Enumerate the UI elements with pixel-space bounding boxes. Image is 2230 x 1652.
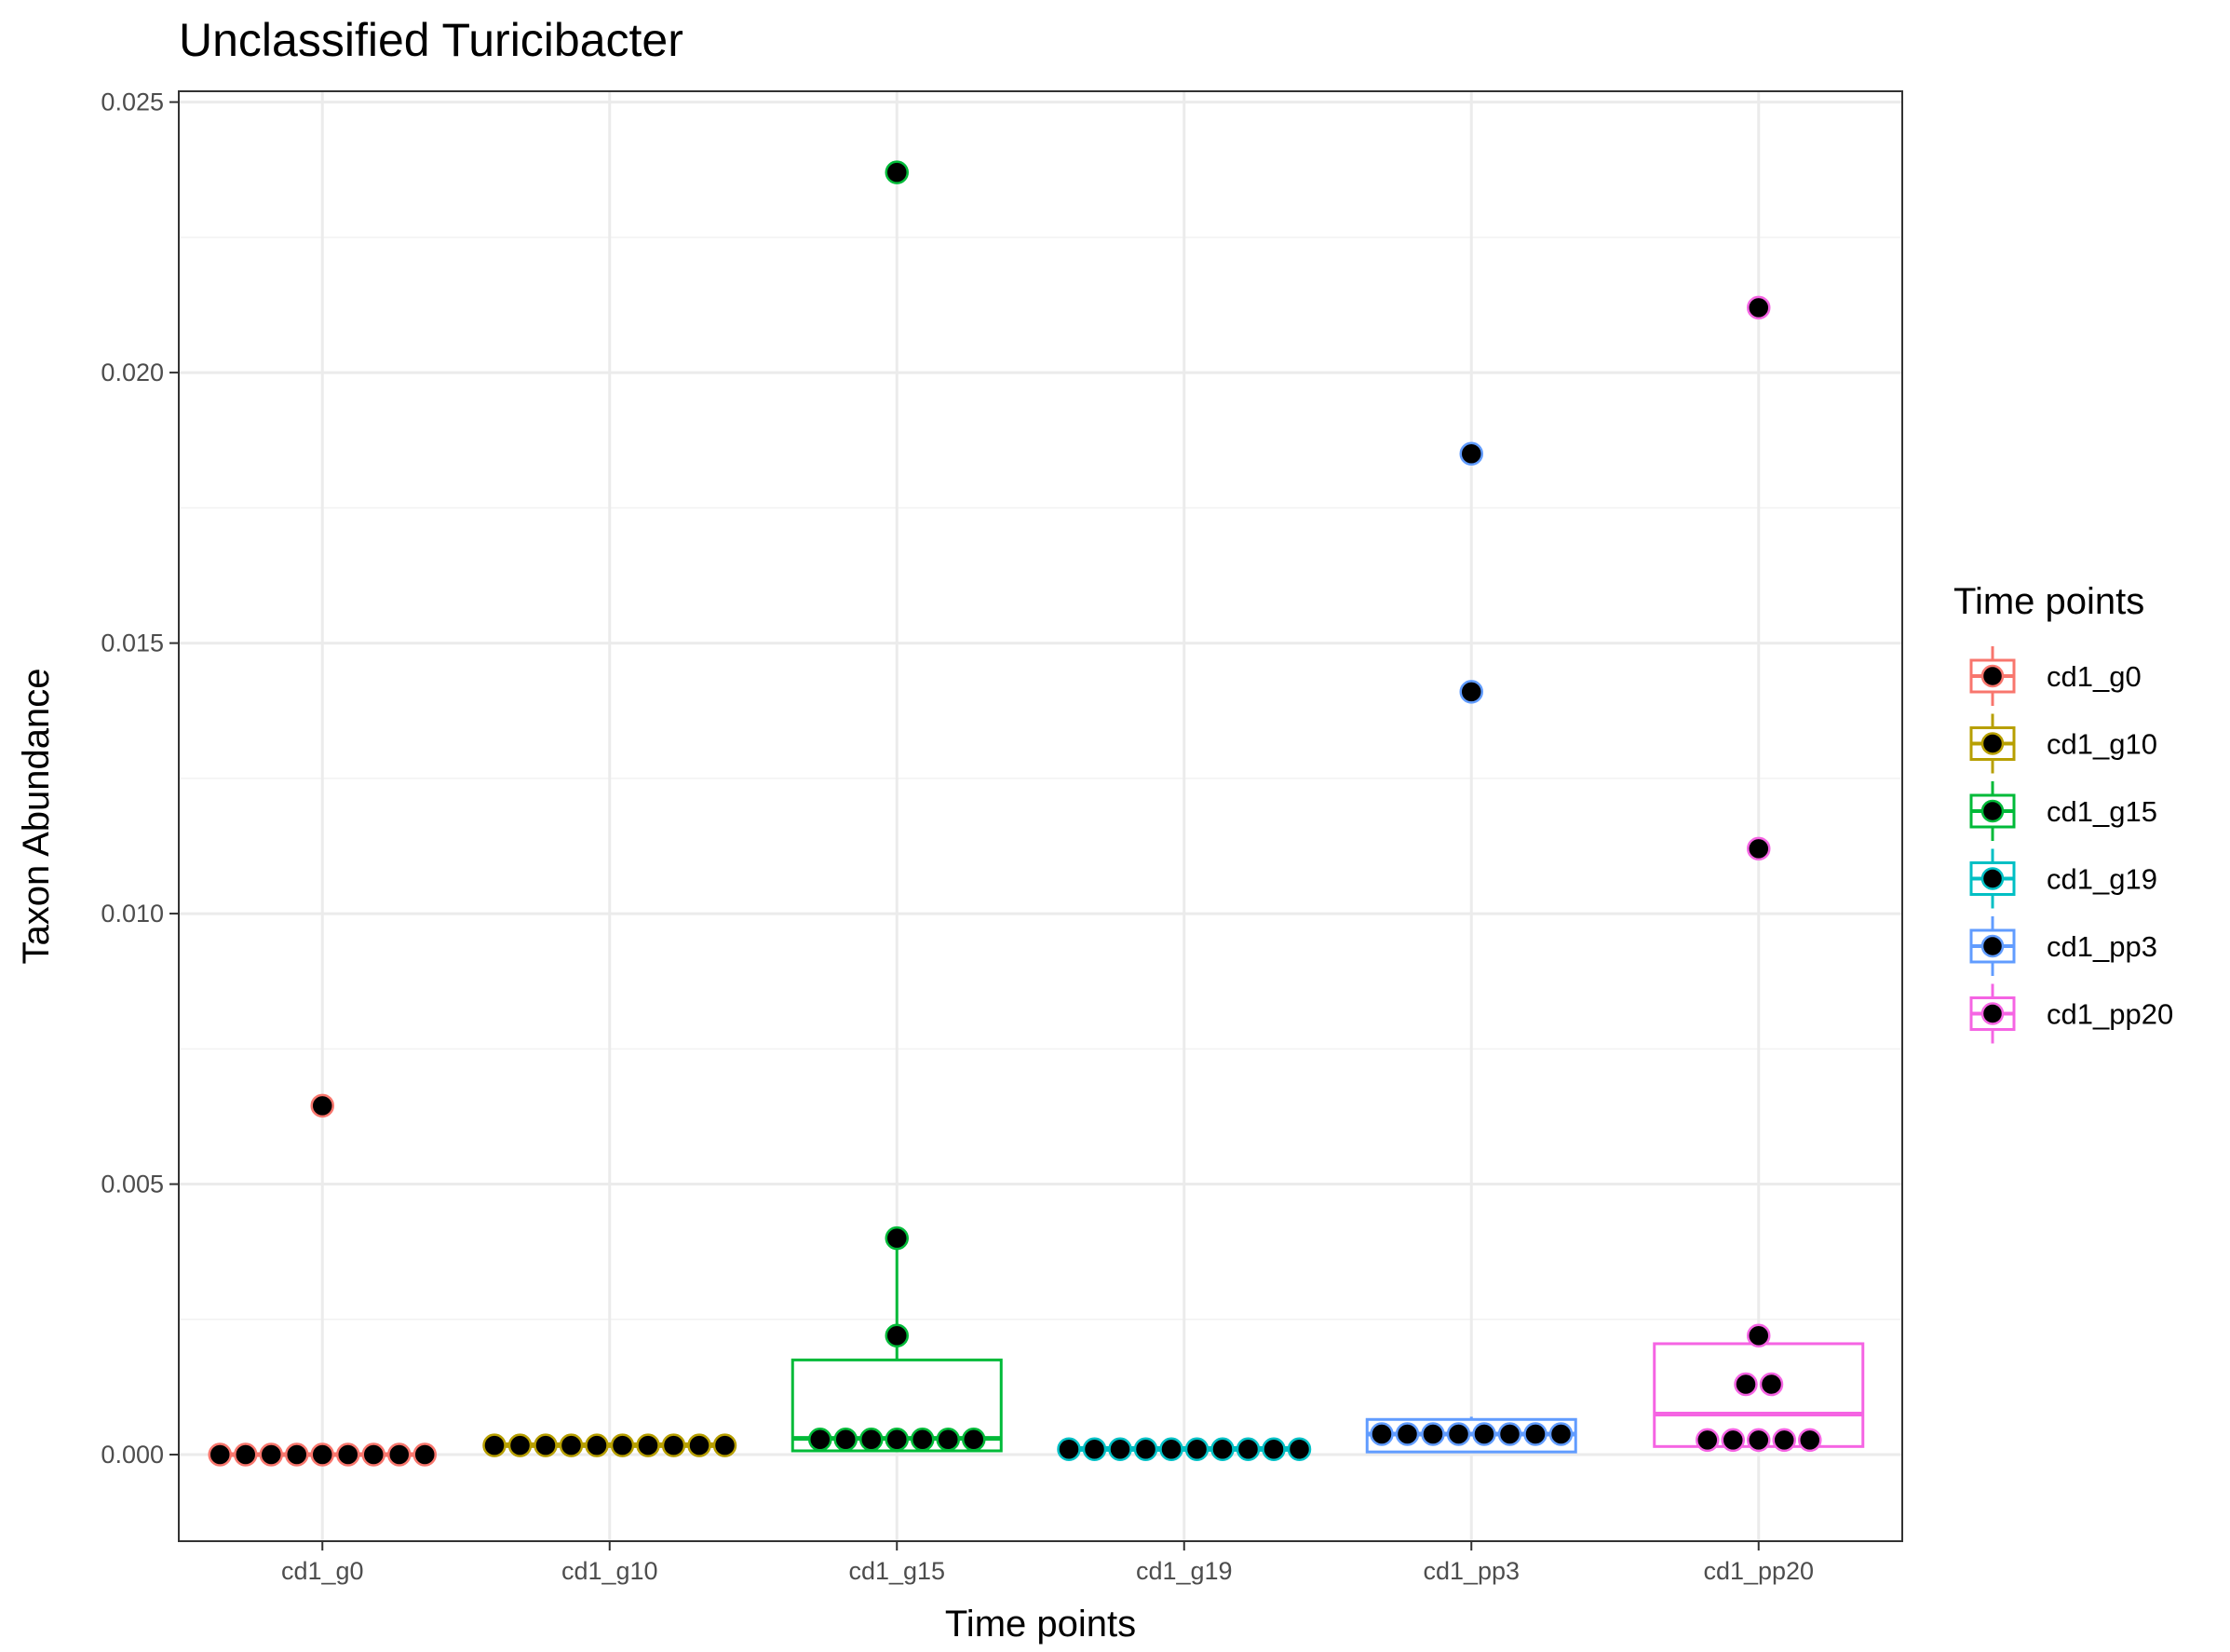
y-tick-label: 0.020 xyxy=(101,359,164,386)
data-point xyxy=(1772,1428,1796,1453)
data-point xyxy=(610,1433,635,1457)
data-point xyxy=(859,1428,884,1452)
legend-title: Time points xyxy=(1953,581,2144,622)
legend-label: cd1_g0 xyxy=(2047,660,2142,693)
outlier-point xyxy=(1747,295,1771,320)
data-point xyxy=(507,1433,533,1457)
panel-border xyxy=(178,90,1903,1542)
x-axis-title: Time points xyxy=(945,1604,1136,1645)
data-point xyxy=(361,1442,385,1467)
data-point xyxy=(559,1433,584,1457)
y-tick-label: 0.025 xyxy=(101,88,164,116)
legend-label: cd1_pp3 xyxy=(2047,930,2157,963)
data-point xyxy=(1734,1372,1758,1397)
data-point xyxy=(712,1433,737,1457)
chart-title: Unclassified Turicibacter xyxy=(179,14,683,66)
data-point xyxy=(1548,1422,1574,1446)
axes: 0.000 0.005 0.010 0.015 0.020 0.025 cd1_g0 cd1_… xyxy=(101,88,1814,1585)
data-point xyxy=(885,1428,909,1452)
legend-key-point xyxy=(1980,1002,2005,1025)
data-point xyxy=(636,1433,660,1457)
y-tick-label: 0.010 xyxy=(101,900,164,928)
y-tick-label: 0.015 xyxy=(101,630,164,657)
data-point xyxy=(1523,1422,1547,1446)
data-point xyxy=(285,1442,309,1467)
data-point xyxy=(336,1442,360,1467)
data-point xyxy=(1082,1437,1107,1461)
data-point xyxy=(1287,1437,1312,1461)
legend-label: cd1_g15 xyxy=(2047,795,2157,828)
x-tick-label: cd1_pp20 xyxy=(1703,1557,1814,1585)
data-point xyxy=(1446,1422,1471,1446)
data-point xyxy=(1133,1437,1158,1461)
data-point xyxy=(1108,1437,1132,1461)
y-tick-label: 0.005 xyxy=(101,1171,164,1198)
data-point xyxy=(1497,1422,1522,1446)
data-point xyxy=(936,1428,960,1452)
data-point xyxy=(310,1442,334,1467)
data-point xyxy=(1395,1422,1420,1446)
data-point xyxy=(1159,1437,1183,1461)
data-point xyxy=(808,1428,832,1452)
data-point xyxy=(911,1428,935,1452)
outlier-point xyxy=(1459,680,1483,704)
data-point xyxy=(661,1433,686,1457)
data-point xyxy=(1798,1428,1822,1453)
legend-key-point xyxy=(1980,664,2005,688)
data-point xyxy=(1184,1437,1210,1461)
data-point xyxy=(1759,1372,1784,1397)
x-tick-label: cd1_g10 xyxy=(561,1557,658,1585)
x-tick-label: cd1_g19 xyxy=(1136,1557,1233,1585)
outlier-point xyxy=(1459,441,1483,466)
data-point xyxy=(1721,1428,1745,1453)
x-tick-label: cd1_g15 xyxy=(848,1557,945,1585)
data-point xyxy=(885,1323,909,1347)
points xyxy=(208,160,1822,1467)
data-point xyxy=(1236,1437,1261,1461)
data-point xyxy=(259,1442,283,1467)
data-point xyxy=(534,1433,558,1457)
data-point xyxy=(1696,1428,1720,1453)
legend-label: cd1_pp20 xyxy=(2047,998,2173,1031)
data-point xyxy=(412,1442,437,1467)
legend-label: cd1_g19 xyxy=(2047,863,2157,896)
legend-label: cd1_g10 xyxy=(2047,728,2157,761)
data-point xyxy=(208,1442,232,1467)
data-point xyxy=(833,1428,858,1452)
data-point xyxy=(234,1442,258,1467)
outlier-point xyxy=(885,160,909,184)
data-point xyxy=(1210,1437,1235,1461)
outlier-point xyxy=(1747,836,1771,861)
data-point xyxy=(1262,1437,1286,1461)
legend-key-point xyxy=(1980,732,2005,755)
data-point xyxy=(585,1433,609,1457)
data-point xyxy=(1370,1422,1394,1446)
y-tick-label: 0.000 xyxy=(101,1441,164,1469)
data-point xyxy=(1057,1437,1081,1461)
x-tick-label: cd1_g0 xyxy=(281,1557,364,1585)
data-point xyxy=(1747,1428,1771,1453)
legend-key-point xyxy=(1980,799,2005,823)
x-tick-label: cd1_pp3 xyxy=(1423,1557,1520,1585)
y-axis-title: Taxon Abundance xyxy=(16,668,57,964)
data-point xyxy=(885,1225,909,1251)
data-point xyxy=(1421,1422,1445,1446)
data-point xyxy=(1472,1422,1496,1446)
legend-key-point xyxy=(1980,934,2005,958)
data-point xyxy=(482,1433,507,1457)
legend-key-point xyxy=(1980,867,2005,890)
outlier-point xyxy=(310,1093,334,1118)
data-point xyxy=(962,1428,986,1452)
data-point xyxy=(687,1433,711,1457)
data-point xyxy=(387,1442,412,1467)
legend: Time points cd1_g0 cd1_g10 cd1_g15 cd1_g19c… xyxy=(1953,581,2173,1044)
data-point xyxy=(1747,1323,1771,1347)
